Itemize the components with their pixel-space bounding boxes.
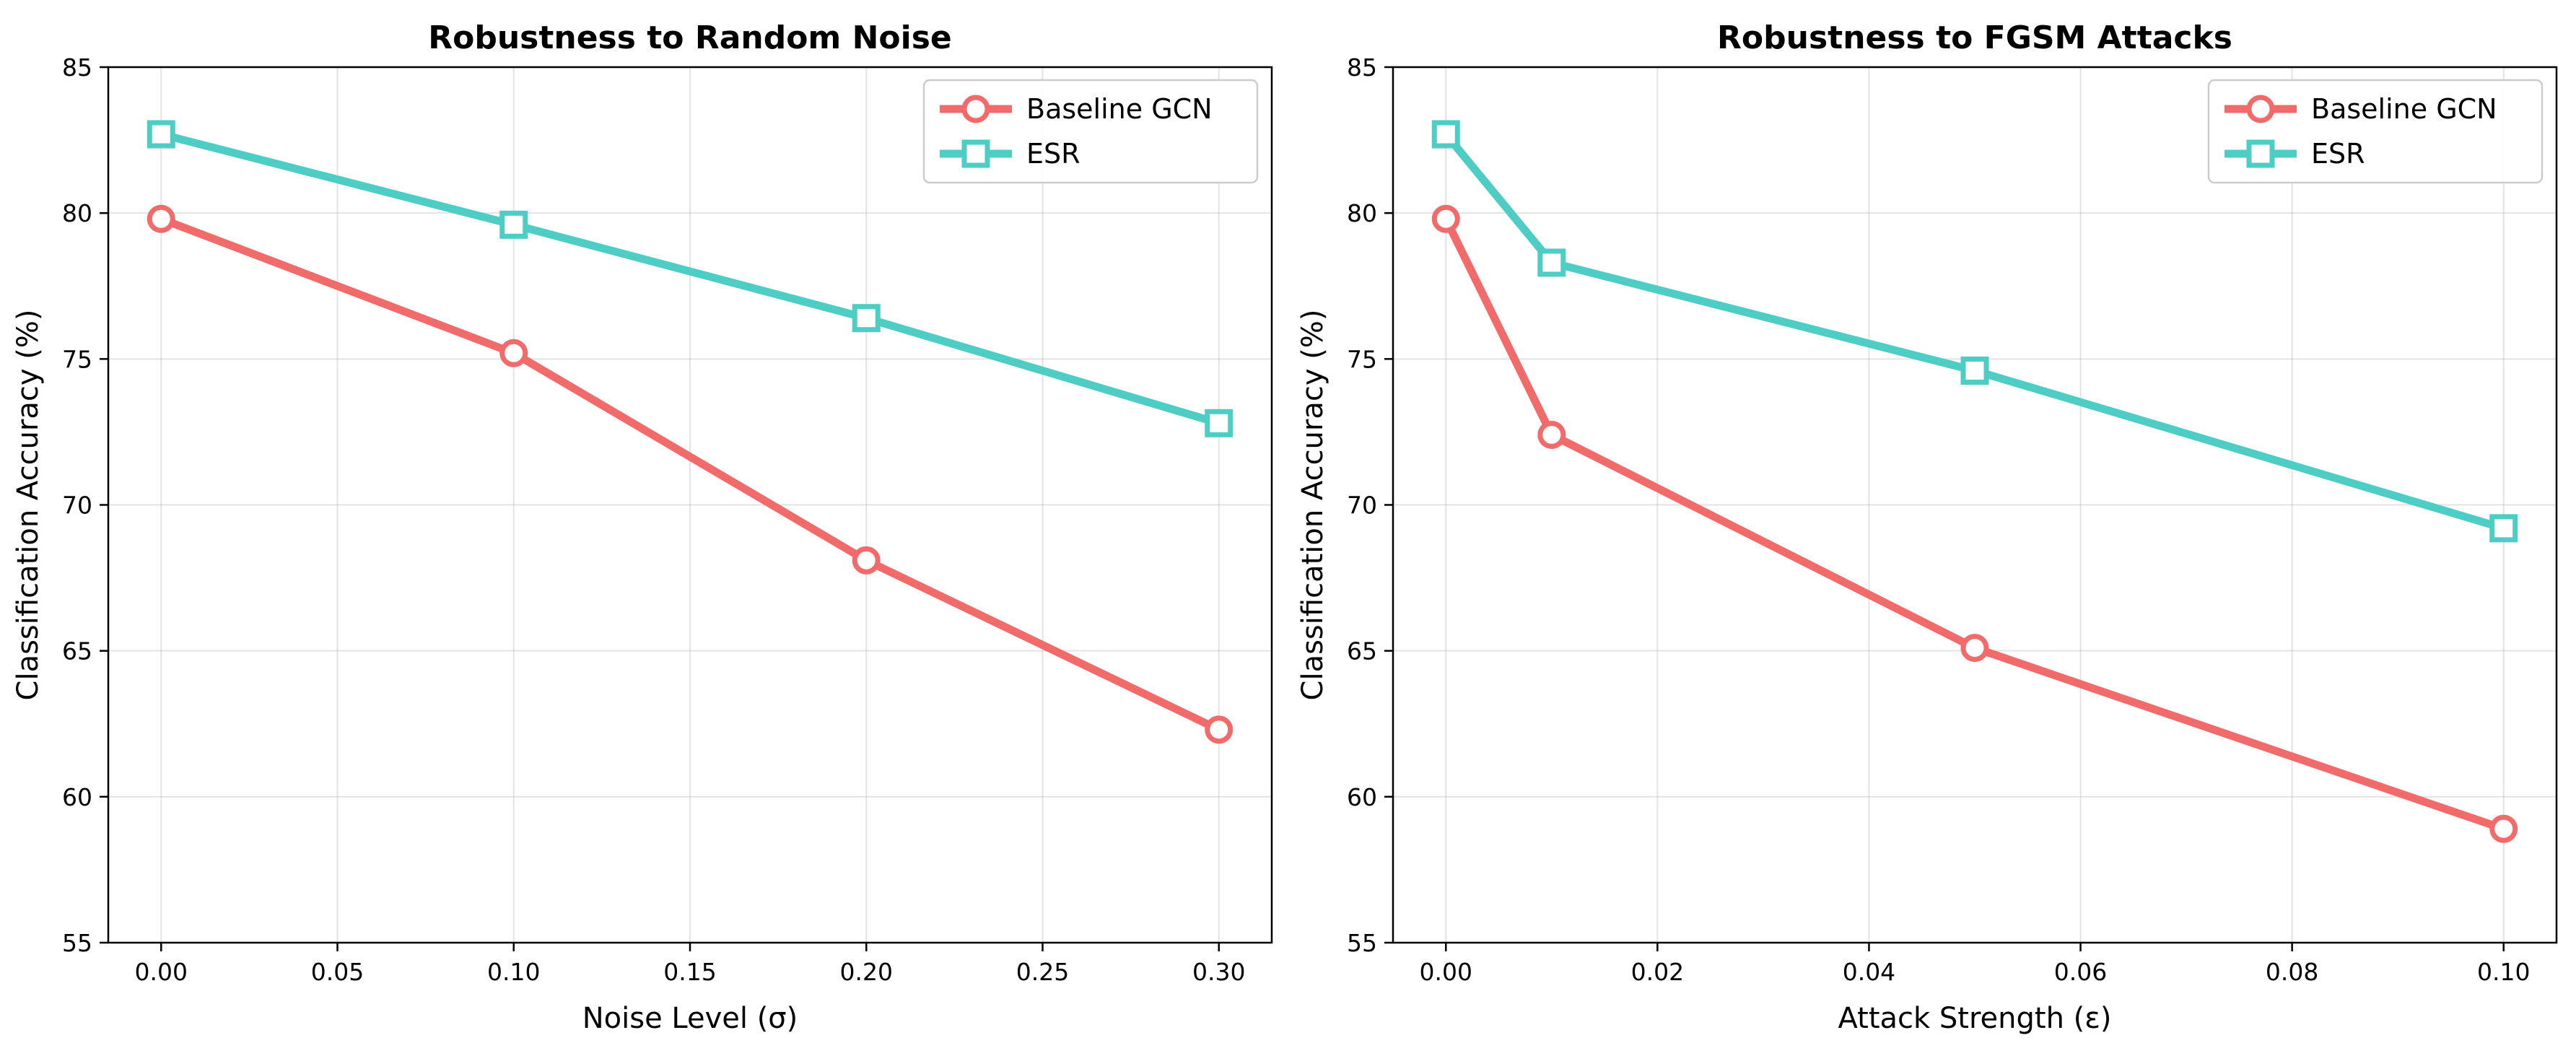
y-axis-label: Classification Accuracy (%) xyxy=(1296,310,1330,701)
x-tick-label: 0.10 xyxy=(2477,958,2530,986)
chart-title: Robustness to Random Noise xyxy=(428,19,952,56)
x-axis-label: Noise Level (σ) xyxy=(582,1002,798,1035)
data-point-square xyxy=(2489,514,2518,543)
y-tick-label: 70 xyxy=(1347,492,1377,520)
series-line-baseline-gcn xyxy=(157,214,1223,734)
y-tick-label: 65 xyxy=(62,637,92,666)
data-point-square xyxy=(1960,357,1989,385)
x-tick-label: 0.08 xyxy=(2266,958,2318,986)
chart-title: Robustness to FGSM Attacks xyxy=(1717,19,2232,56)
y-tick-label: 70 xyxy=(62,492,92,520)
plot-frame xyxy=(1392,66,2558,944)
legend-marker-square xyxy=(2246,139,2275,168)
legend: Baseline GCN ESR xyxy=(922,79,1259,184)
data-point-square xyxy=(499,210,528,239)
x-tick-label: 0.02 xyxy=(1631,958,1684,986)
data-point-square xyxy=(147,120,175,149)
series-line-baseline-gcn xyxy=(1441,214,2508,833)
x-tick-label: 0.04 xyxy=(1843,958,1895,986)
data-point-square xyxy=(1431,120,1460,149)
x-axis-label: Attack Strength (ε) xyxy=(1838,1002,2112,1035)
y-tick-label: 75 xyxy=(62,345,92,373)
x-tick-label: 0.00 xyxy=(135,958,188,986)
chart-panel-2: 0.00 0.02 0.04 0.06 0.08 0.10 55 60 65 70 75 80 85 Ro… xyxy=(1296,19,2558,1035)
x-tick-label: 0.05 xyxy=(311,958,364,986)
y-tick-label: 55 xyxy=(1347,929,1377,957)
y-tick-label: 85 xyxy=(1347,53,1377,82)
y-tick-label: 55 xyxy=(62,929,92,957)
x-tick-label: 0.06 xyxy=(2054,958,2107,986)
data-point-square xyxy=(1205,409,1234,437)
legend-label: ESR xyxy=(2311,138,2365,170)
y-axis-label: Classification Accuracy (%) xyxy=(12,310,45,701)
data-point-circle xyxy=(1537,420,1566,449)
legend: Baseline GCN ESR xyxy=(2207,79,2544,184)
legend-label: Baseline GCN xyxy=(2311,93,2497,125)
y-tick-label: 65 xyxy=(1347,637,1377,666)
x-tick-label: 0.10 xyxy=(487,958,540,986)
x-tick-label: 0.15 xyxy=(663,958,716,986)
y-tick-label: 60 xyxy=(62,783,92,811)
data-point-circle xyxy=(2489,814,2518,843)
data-point-square xyxy=(852,304,881,333)
x-tick-label: 0.20 xyxy=(840,958,893,986)
x-tick-label: 0.25 xyxy=(1016,958,1069,986)
data-point-circle xyxy=(1431,204,1460,233)
y-tick-label: 75 xyxy=(1347,345,1377,373)
x-tick-label: 0.30 xyxy=(1192,958,1245,986)
series-line-esr xyxy=(1441,130,2508,533)
y-tick-label: 85 xyxy=(62,53,92,82)
legend-marker-square xyxy=(961,139,990,168)
legend-label: Baseline GCN xyxy=(1026,93,1213,125)
chart-panel-1: 0.00 0.05 0.10 0.15 0.20 0.25 0.30 55 60 65 70 75 80… xyxy=(12,19,1273,1035)
y-tick-label: 60 xyxy=(1347,783,1377,811)
data-point-square xyxy=(1537,248,1566,277)
y-tick-label: 80 xyxy=(62,199,92,227)
legend-marker-circle xyxy=(961,95,990,123)
y-tick-label: 80 xyxy=(1347,199,1377,227)
legend-marker-circle xyxy=(2246,95,2275,123)
data-point-circle xyxy=(1205,715,1234,744)
plot-frame xyxy=(107,66,1273,944)
data-point-circle xyxy=(499,339,528,367)
x-tick-label: 0.00 xyxy=(1420,958,1472,986)
data-point-circle xyxy=(852,546,881,575)
legend-label: ESR xyxy=(1026,138,1080,170)
data-point-circle xyxy=(1960,634,1989,663)
series-line-esr xyxy=(157,130,1223,427)
data-point-circle xyxy=(147,204,175,233)
